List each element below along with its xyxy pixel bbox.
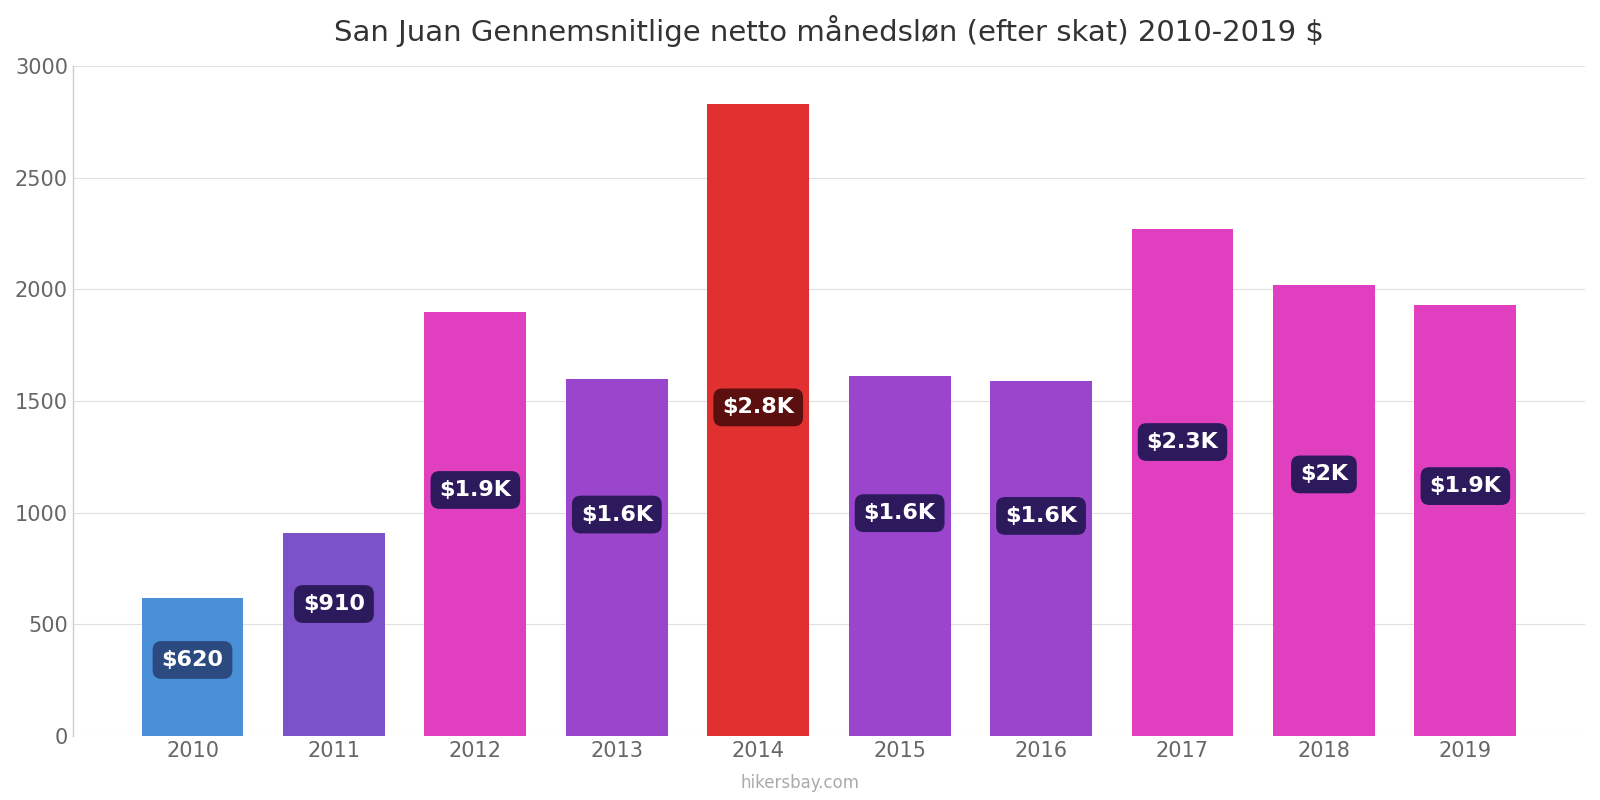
Text: $1.6K: $1.6K [1005,506,1077,526]
Bar [707,104,810,736]
Bar [424,312,526,736]
Bar [283,533,386,736]
Text: hikersbay.com: hikersbay.com [741,774,859,792]
Bar [566,378,667,736]
Text: $2.8K: $2.8K [722,398,794,418]
Bar [141,598,243,736]
Bar [1414,305,1517,736]
Text: $2.3K: $2.3K [1147,432,1218,452]
Text: $1.9K: $1.9K [1429,476,1501,496]
Bar [1131,229,1234,736]
Text: $1.6K: $1.6K [864,503,936,523]
Title: San Juan Gennemsnitlige netto månedsløn (efter skat) 2010-2019 $: San Juan Gennemsnitlige netto månedsløn … [334,15,1323,47]
Text: $910: $910 [302,594,365,614]
Text: $2K: $2K [1299,465,1347,485]
Bar [1274,285,1374,736]
Bar [990,381,1091,736]
Bar [848,377,950,736]
Text: $620: $620 [162,650,224,670]
Text: $1.6K: $1.6K [581,505,653,525]
Text: $1.9K: $1.9K [440,480,512,500]
